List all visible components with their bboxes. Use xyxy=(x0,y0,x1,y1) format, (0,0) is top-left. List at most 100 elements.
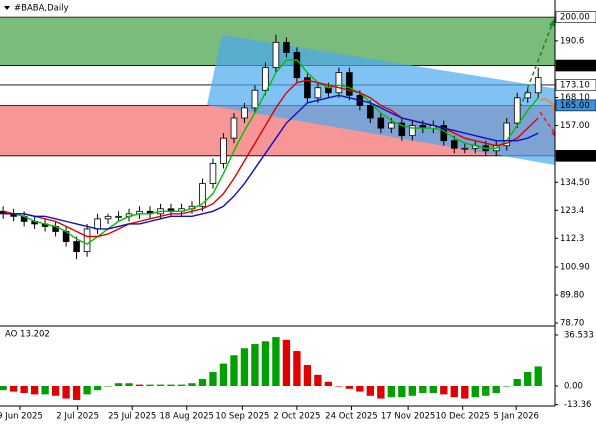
y-tick-label: 78.70 xyxy=(560,319,584,329)
ao-bar xyxy=(114,383,123,386)
ao-bar xyxy=(146,384,154,386)
candle-body xyxy=(524,92,532,99)
bearish-arrow xyxy=(539,111,557,136)
y-tick-label: 36.533 xyxy=(564,330,594,340)
level-label: 173.10 xyxy=(560,80,590,90)
candle-body xyxy=(346,72,353,96)
moving-average xyxy=(2,79,539,238)
x-tick-label: 2 Oct 2025 xyxy=(273,412,320,422)
candle-body xyxy=(283,41,290,53)
candle-body xyxy=(220,137,227,164)
candle-body xyxy=(104,215,112,220)
level-label: 180.80 xyxy=(560,61,590,71)
ao-bar xyxy=(198,379,207,386)
ao-bar xyxy=(83,385,91,395)
ao-bar xyxy=(51,385,60,396)
ao-bar xyxy=(0,385,7,391)
x-axis-area xyxy=(0,406,596,425)
ao-bar xyxy=(492,385,500,393)
ao-bar xyxy=(72,385,81,400)
candle-body xyxy=(293,52,301,79)
ao-bar xyxy=(177,384,186,386)
ao-bar xyxy=(345,385,354,389)
ao-bar xyxy=(240,348,249,386)
ao-bar xyxy=(135,384,144,386)
ao-bar xyxy=(419,385,427,393)
level-label-box xyxy=(555,150,596,162)
moving-average xyxy=(3,59,539,245)
ao-bar xyxy=(356,385,364,392)
bullish-arrowhead xyxy=(549,17,556,27)
bullish-arrow xyxy=(519,21,554,109)
ao-bar xyxy=(503,385,511,387)
chart-title: #BABA,Daily xyxy=(14,4,69,14)
y-tick-label: 123.4 xyxy=(560,206,584,216)
candle-body xyxy=(450,140,458,149)
level-label-box xyxy=(555,79,596,91)
x-tick-label: 10 Sep 2025 xyxy=(215,412,269,422)
y-tick-label: 168.10 xyxy=(560,93,590,103)
candle-body xyxy=(377,117,385,129)
menu-arrow xyxy=(4,6,10,10)
ao-bar xyxy=(20,385,28,393)
ao-bar xyxy=(461,385,469,399)
x-tick-label: 18 Aug 2025 xyxy=(160,412,214,422)
y-tick-label: -13.36 xyxy=(564,400,591,410)
candle-body xyxy=(115,215,122,218)
level-label: 200.00 xyxy=(560,13,590,23)
ao-bar xyxy=(125,383,133,386)
candle-body xyxy=(314,87,322,99)
ao-bar xyxy=(9,385,18,392)
ao-bar xyxy=(282,339,291,386)
ao-bar xyxy=(513,379,521,386)
ao-bar xyxy=(293,351,301,386)
y-tick-label: 112.3 xyxy=(560,234,584,244)
level-label: 165.00 xyxy=(560,101,590,111)
candle-body xyxy=(513,97,521,124)
ao-bar xyxy=(93,385,102,391)
candle-body xyxy=(534,77,542,94)
ao-bar xyxy=(41,385,49,395)
ao-bar xyxy=(261,341,270,386)
y-tick-label: 89.80 xyxy=(560,291,584,301)
candle-body xyxy=(262,67,269,91)
candle-body xyxy=(503,122,511,147)
ao-bar xyxy=(534,366,542,386)
ao-bar xyxy=(251,344,259,386)
ao-bar xyxy=(377,385,385,399)
ao-bar xyxy=(429,385,437,393)
candle-body xyxy=(73,241,80,253)
candle-body xyxy=(398,122,406,137)
candle-body xyxy=(230,117,238,139)
ao-bar xyxy=(188,383,196,386)
candle-body xyxy=(209,162,217,184)
ao-bar xyxy=(303,365,312,386)
candle-body xyxy=(461,147,469,150)
ao-bar xyxy=(62,385,70,399)
x-tick-label: 10 Dec 2025 xyxy=(436,412,490,422)
ao-bar xyxy=(450,385,458,398)
ao-bar xyxy=(524,372,532,386)
candle-body xyxy=(199,183,206,207)
ao-bar xyxy=(104,385,112,387)
ao-bar xyxy=(482,385,490,396)
x-tick-label: 24 Oct 2025 xyxy=(325,412,378,422)
y-tick-label: 100.90 xyxy=(560,263,590,273)
candle-body xyxy=(251,89,259,109)
ao-bar xyxy=(335,385,343,387)
candle-body xyxy=(409,125,416,137)
level-label-box xyxy=(555,99,596,112)
x-tick-label: 17 Nov 2025 xyxy=(381,412,435,422)
moving-average xyxy=(3,94,539,230)
candle-body xyxy=(335,72,343,94)
x-tick-label: 5 Jan 2026 xyxy=(493,412,539,422)
axes: 78.70 89.80 100.90 112.3 123.4 134.50 157.00 16… xyxy=(0,11,596,422)
ao-bar xyxy=(30,385,39,395)
level-label-box xyxy=(555,11,596,23)
x-tick-label: 2 Jul 2025 xyxy=(56,412,99,422)
y-tick-label: 157.00 xyxy=(560,121,590,131)
candle-body xyxy=(325,87,332,94)
ao-bar xyxy=(408,385,416,396)
level-label: 145.00 xyxy=(560,151,590,161)
